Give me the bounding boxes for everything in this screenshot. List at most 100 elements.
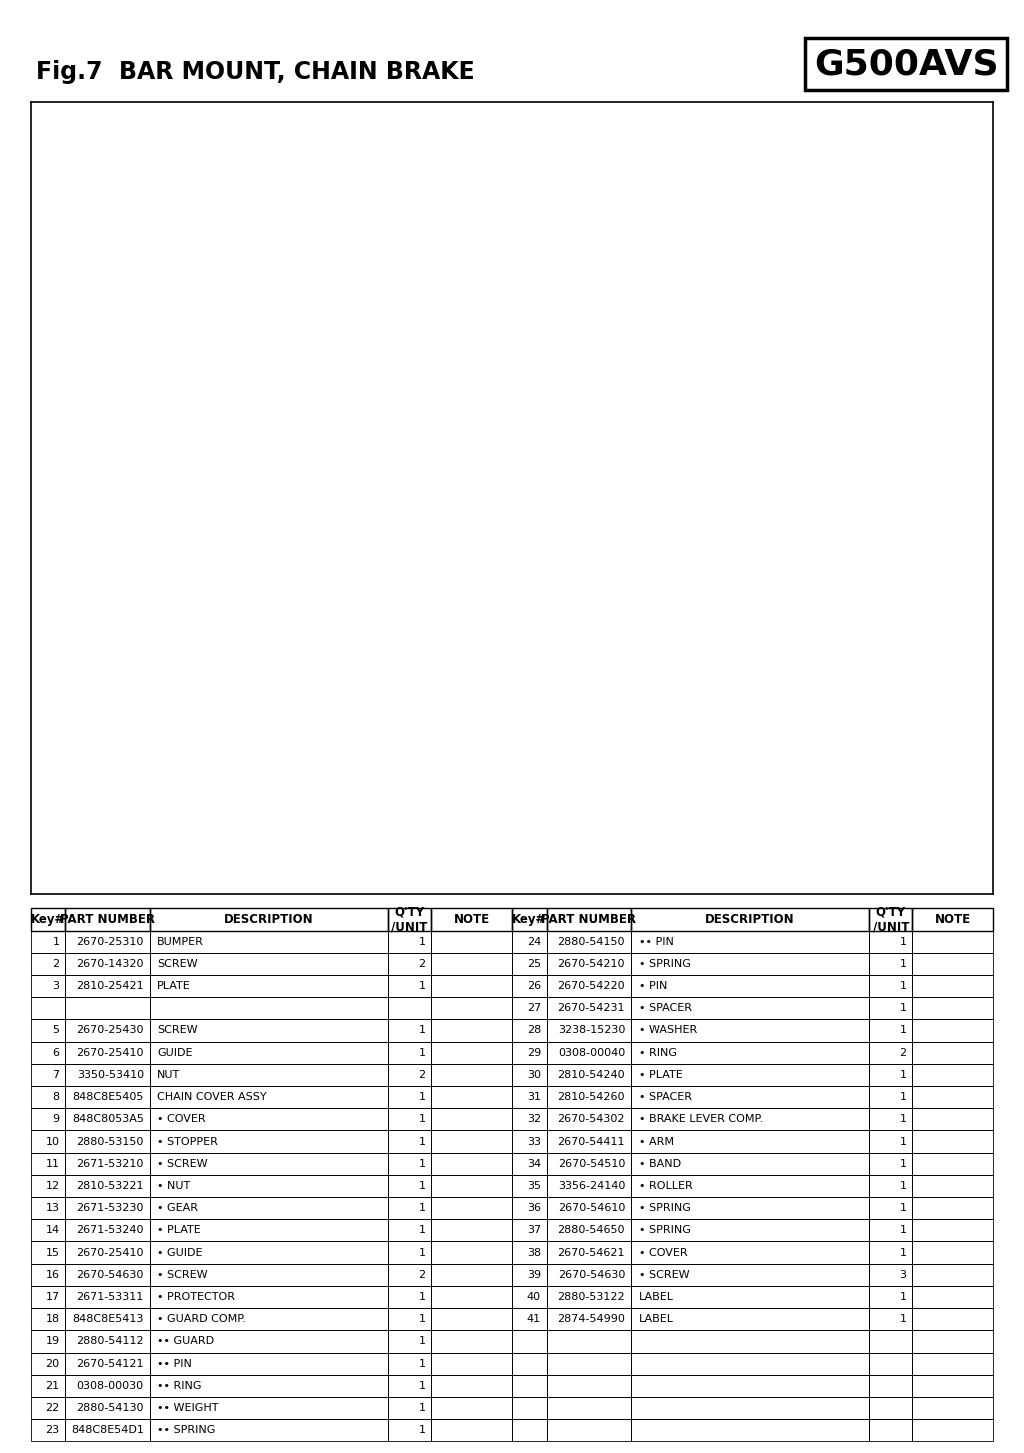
- Bar: [547, 908, 631, 930]
- Bar: [388, 1152, 431, 1175]
- Bar: [912, 975, 993, 997]
- Text: PART NUMBER: PART NUMBER: [542, 912, 636, 926]
- Text: 2670-54610: 2670-54610: [558, 1203, 625, 1213]
- Text: • COVER: • COVER: [158, 1114, 206, 1125]
- Text: 2670-25430: 2670-25430: [77, 1026, 143, 1036]
- Bar: [912, 1109, 993, 1130]
- Bar: [547, 1152, 631, 1175]
- Text: 2880-54650: 2880-54650: [558, 1225, 625, 1235]
- Bar: [66, 1420, 150, 1441]
- Bar: [547, 953, 631, 975]
- Text: 1: 1: [900, 981, 906, 991]
- Text: 2670-54121: 2670-54121: [77, 1359, 143, 1369]
- Text: 1: 1: [900, 1225, 906, 1235]
- Text: 1: 1: [419, 1314, 425, 1324]
- Bar: [431, 1331, 512, 1353]
- Text: 2880-54150: 2880-54150: [558, 937, 625, 946]
- Text: • SPRING: • SPRING: [639, 1225, 690, 1235]
- Text: CHAIN COVER ASSY: CHAIN COVER ASSY: [158, 1093, 267, 1103]
- Bar: [388, 1396, 431, 1420]
- Bar: [31, 1064, 66, 1085]
- Bar: [150, 1375, 388, 1396]
- Bar: [388, 1219, 431, 1241]
- Text: 2: 2: [52, 959, 59, 969]
- Text: 1: 1: [419, 1404, 425, 1414]
- Bar: [431, 1375, 512, 1396]
- Bar: [66, 1064, 150, 1085]
- Text: 21: 21: [45, 1380, 59, 1391]
- Text: 2671-53230: 2671-53230: [77, 1203, 143, 1213]
- Bar: [869, 953, 912, 975]
- Bar: [869, 1130, 912, 1152]
- Bar: [388, 1264, 431, 1286]
- Bar: [66, 1353, 150, 1375]
- Bar: [547, 1130, 631, 1152]
- Text: 2880-54112: 2880-54112: [76, 1337, 143, 1347]
- Bar: [869, 1197, 912, 1219]
- Bar: [31, 1353, 66, 1375]
- Text: 1: 1: [900, 1158, 906, 1168]
- Bar: [150, 1085, 388, 1109]
- Bar: [31, 975, 66, 997]
- Text: 5: 5: [52, 1026, 59, 1036]
- Bar: [150, 1420, 388, 1441]
- Bar: [912, 1152, 993, 1175]
- Bar: [631, 1375, 869, 1396]
- Bar: [869, 997, 912, 1020]
- Bar: [547, 1375, 631, 1396]
- Bar: [31, 1241, 66, 1264]
- Text: • NUT: • NUT: [158, 1181, 190, 1191]
- Bar: [631, 1085, 869, 1109]
- Bar: [388, 997, 431, 1020]
- Text: 1: 1: [419, 1158, 425, 1168]
- Text: 38: 38: [526, 1248, 541, 1258]
- Text: 1: 1: [900, 1181, 906, 1191]
- Text: DESCRIPTION: DESCRIPTION: [706, 912, 795, 926]
- Text: 27: 27: [526, 1003, 541, 1013]
- Text: Key#: Key#: [31, 912, 66, 926]
- Text: 19: 19: [45, 1337, 59, 1347]
- Bar: [66, 1219, 150, 1241]
- Bar: [150, 1042, 388, 1064]
- Bar: [631, 1241, 869, 1264]
- Bar: [631, 1064, 869, 1085]
- Bar: [869, 1353, 912, 1375]
- Text: 1: 1: [419, 1026, 425, 1036]
- Bar: [512, 1264, 547, 1286]
- Text: • SCREW: • SCREW: [158, 1158, 208, 1168]
- Bar: [150, 1308, 388, 1331]
- Text: •• SPRING: •• SPRING: [158, 1425, 216, 1436]
- Bar: [869, 1042, 912, 1064]
- Text: 17: 17: [45, 1292, 59, 1302]
- Text: 35: 35: [527, 1181, 541, 1191]
- Bar: [512, 953, 547, 975]
- Bar: [512, 1197, 547, 1219]
- Text: 2: 2: [899, 1048, 906, 1058]
- Text: • PLATE: • PLATE: [158, 1225, 201, 1235]
- Text: 1: 1: [900, 1026, 906, 1036]
- Bar: [631, 1152, 869, 1175]
- Bar: [150, 1130, 388, 1152]
- Bar: [547, 1420, 631, 1441]
- Bar: [388, 1331, 431, 1353]
- Text: 1: 1: [419, 1248, 425, 1258]
- Bar: [547, 1064, 631, 1085]
- Bar: [512, 908, 547, 930]
- Bar: [547, 1286, 631, 1308]
- Bar: [869, 1085, 912, 1109]
- Text: 34: 34: [526, 1158, 541, 1168]
- Bar: [912, 1219, 993, 1241]
- Bar: [547, 975, 631, 997]
- Bar: [512, 1109, 547, 1130]
- Bar: [431, 1020, 512, 1042]
- Text: Fig.7  BAR MOUNT, CHAIN BRAKE: Fig.7 BAR MOUNT, CHAIN BRAKE: [36, 60, 474, 84]
- Bar: [150, 1152, 388, 1175]
- Text: 1: 1: [900, 1136, 906, 1146]
- Text: 31: 31: [527, 1093, 541, 1103]
- Bar: [431, 930, 512, 953]
- Bar: [66, 975, 150, 997]
- Bar: [388, 975, 431, 997]
- Bar: [631, 1175, 869, 1197]
- Bar: [547, 1219, 631, 1241]
- Bar: [912, 953, 993, 975]
